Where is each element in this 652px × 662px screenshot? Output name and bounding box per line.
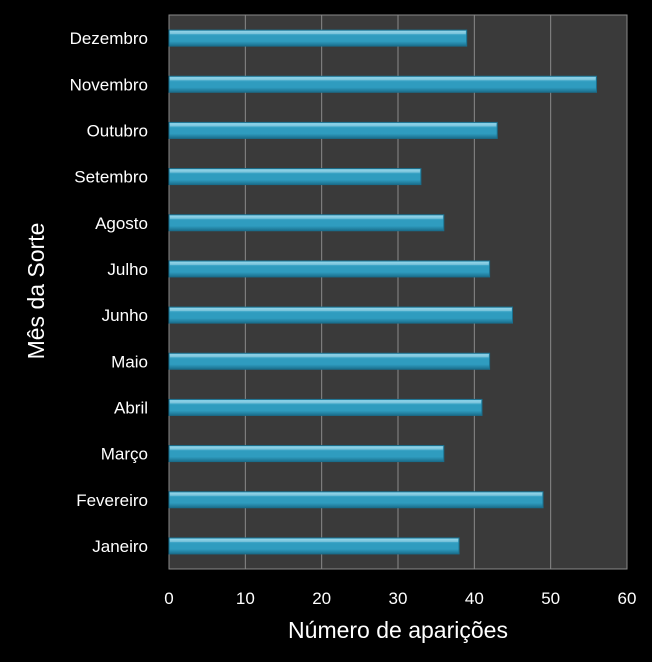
y-axis-title: Mês da Sorte bbox=[23, 223, 49, 360]
y-tick-label: Julho bbox=[107, 260, 148, 279]
bar bbox=[168, 168, 422, 186]
bar-highlight bbox=[170, 400, 481, 404]
x-tick-label: 40 bbox=[465, 589, 484, 608]
bar-highlight bbox=[170, 308, 512, 312]
y-tick-label: Fevereiro bbox=[76, 491, 148, 510]
y-tick-label: Abril bbox=[114, 398, 148, 417]
bar bbox=[168, 445, 445, 463]
y-tick-label: Janeiro bbox=[92, 537, 148, 556]
x-tick-labels: 0 10 20 30 40 50 60 bbox=[164, 589, 636, 608]
bar-highlight bbox=[170, 446, 443, 450]
bar bbox=[168, 537, 460, 555]
x-tick-label: 10 bbox=[236, 589, 255, 608]
bar bbox=[168, 75, 597, 93]
x-tick-label: 20 bbox=[312, 589, 331, 608]
y-tick-label: Dezembro bbox=[70, 29, 148, 48]
bar-highlight bbox=[170, 354, 489, 358]
bar-highlight bbox=[170, 77, 596, 81]
bar-highlight bbox=[170, 169, 420, 173]
x-tick-label: 60 bbox=[618, 589, 637, 608]
bar-highlight bbox=[170, 261, 489, 265]
x-tick-label: 50 bbox=[541, 589, 560, 608]
bar bbox=[168, 121, 498, 139]
y-tick-label: Março bbox=[101, 445, 148, 464]
bar bbox=[168, 260, 491, 278]
bar bbox=[168, 352, 491, 370]
y-tick-label: Agosto bbox=[95, 214, 148, 233]
bar bbox=[168, 306, 513, 324]
bars bbox=[168, 29, 597, 555]
y-tick-label: Maio bbox=[111, 352, 148, 371]
bar bbox=[168, 29, 468, 47]
y-tick-label: Setembro bbox=[74, 168, 148, 187]
bar bbox=[168, 398, 483, 416]
bar-highlight bbox=[170, 123, 497, 127]
bar-highlight bbox=[170, 538, 459, 542]
y-tick-label: Junho bbox=[102, 306, 148, 325]
x-tick-label: 30 bbox=[389, 589, 408, 608]
y-tick-label: Novembro bbox=[70, 75, 148, 94]
bar-highlight bbox=[170, 492, 543, 496]
y-tick-labels: Janeiro Fevereiro Março Abril Maio Junho Julho… bbox=[70, 29, 148, 556]
bar bbox=[168, 214, 445, 232]
y-tick-label: Outubro bbox=[87, 121, 148, 140]
bar bbox=[168, 491, 544, 509]
bar-highlight bbox=[170, 215, 443, 219]
bar-highlight bbox=[170, 31, 466, 35]
gridlines bbox=[244, 15, 552, 569]
x-axis-title: Número de aparições bbox=[288, 617, 508, 643]
x-tick-label: 0 bbox=[164, 589, 173, 608]
